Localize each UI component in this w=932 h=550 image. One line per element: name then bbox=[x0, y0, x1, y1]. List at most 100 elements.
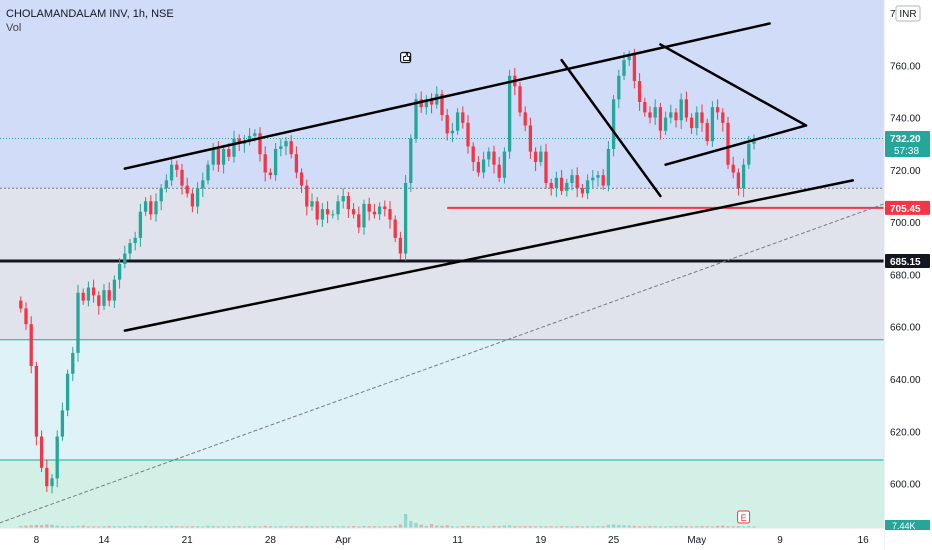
candle bbox=[684, 91, 689, 122]
candle bbox=[539, 145, 543, 167]
volume-bar bbox=[190, 526, 195, 528]
trend-line-2 bbox=[560, 58, 662, 198]
volume-bar bbox=[320, 526, 325, 528]
candle bbox=[336, 195, 340, 221]
volume-bar bbox=[741, 526, 746, 528]
volume-bar bbox=[128, 525, 132, 528]
volume-bar bbox=[71, 526, 75, 528]
y-tick-label: 680.00 bbox=[890, 270, 921, 281]
candle-body bbox=[305, 185, 309, 207]
candle-body bbox=[273, 148, 278, 176]
x-tick-label: 21 bbox=[182, 535, 194, 546]
candle bbox=[429, 93, 434, 114]
x-tick-label: 25 bbox=[608, 535, 620, 546]
candle bbox=[185, 177, 189, 198]
candle-body bbox=[299, 172, 304, 186]
candle-body bbox=[658, 107, 663, 131]
candle bbox=[24, 302, 28, 330]
volume-bar bbox=[403, 514, 408, 528]
earnings-badge-box bbox=[737, 510, 751, 524]
candle-body bbox=[648, 112, 652, 118]
volume-bar bbox=[601, 526, 605, 528]
candle-body bbox=[320, 209, 325, 220]
volume-bar bbox=[409, 520, 413, 528]
candle bbox=[575, 167, 579, 198]
candle-body bbox=[466, 122, 470, 147]
candle bbox=[263, 146, 267, 182]
candle bbox=[445, 108, 449, 141]
price-label-0: 732.20 bbox=[890, 134, 921, 145]
candle bbox=[143, 197, 148, 216]
candle-body bbox=[258, 133, 262, 155]
candle bbox=[320, 203, 325, 227]
candle-body bbox=[159, 188, 163, 202]
candle bbox=[341, 188, 345, 209]
volume-bar bbox=[632, 525, 637, 528]
y-tick-label: 700.00 bbox=[890, 218, 921, 229]
candle bbox=[492, 145, 496, 174]
candle-body bbox=[705, 122, 709, 142]
volume-bar bbox=[533, 526, 538, 528]
candle-body bbox=[637, 81, 642, 102]
candle bbox=[731, 156, 735, 179]
volume-bar bbox=[497, 526, 501, 528]
chart-legend: CHOLAMANDALAM INV, 1h, NSE Vol bbox=[6, 7, 174, 35]
candle-body bbox=[393, 219, 397, 238]
earnings-badge: E bbox=[741, 513, 747, 523]
volume-bar bbox=[731, 526, 735, 528]
candle bbox=[86, 281, 91, 307]
candle-body bbox=[627, 54, 631, 61]
candle-body bbox=[445, 115, 449, 134]
candle-body bbox=[279, 146, 283, 149]
candle-body bbox=[169, 164, 174, 181]
candle-body bbox=[351, 209, 356, 215]
candle bbox=[632, 48, 637, 89]
candle bbox=[591, 169, 595, 188]
candle bbox=[34, 361, 39, 446]
volume-bar bbox=[726, 526, 730, 528]
volume-bar bbox=[284, 526, 288, 528]
volume-bar bbox=[429, 524, 434, 528]
candle bbox=[268, 168, 273, 180]
volume-bar bbox=[414, 522, 418, 528]
volume-bar bbox=[133, 526, 137, 528]
candle bbox=[81, 288, 85, 305]
candle bbox=[232, 130, 236, 163]
candle bbox=[55, 430, 59, 488]
candle bbox=[351, 203, 356, 219]
volume-bar bbox=[559, 526, 564, 528]
candle bbox=[409, 134, 413, 192]
candle-body bbox=[185, 185, 189, 194]
candle bbox=[201, 172, 205, 198]
candle bbox=[91, 279, 96, 303]
candle-body bbox=[710, 107, 715, 142]
candle-body bbox=[289, 141, 293, 155]
candle bbox=[736, 168, 741, 196]
x-tick-label: 14 bbox=[98, 535, 110, 546]
candle-body bbox=[726, 122, 730, 165]
volume-bar bbox=[19, 525, 23, 528]
candle bbox=[570, 169, 574, 191]
y-tick-label: 660.00 bbox=[890, 323, 921, 334]
candle-body bbox=[518, 86, 522, 113]
volume-bar bbox=[487, 526, 491, 528]
volume-bar bbox=[315, 526, 319, 528]
candle bbox=[523, 106, 527, 132]
candle-body bbox=[216, 148, 221, 165]
trend-line-5 bbox=[0, 203, 885, 524]
volume-bar bbox=[435, 525, 439, 528]
zone-3 bbox=[0, 460, 884, 528]
candle bbox=[497, 156, 501, 182]
candle-body bbox=[440, 94, 444, 116]
volume-bar bbox=[149, 526, 153, 528]
candle-body bbox=[221, 148, 226, 165]
candle-body bbox=[674, 112, 678, 121]
volume-bar bbox=[669, 526, 673, 528]
volume-bar bbox=[237, 526, 241, 528]
candle bbox=[310, 193, 314, 211]
volume-bar bbox=[715, 525, 720, 528]
volume-bar bbox=[294, 526, 299, 528]
candle bbox=[544, 143, 548, 189]
